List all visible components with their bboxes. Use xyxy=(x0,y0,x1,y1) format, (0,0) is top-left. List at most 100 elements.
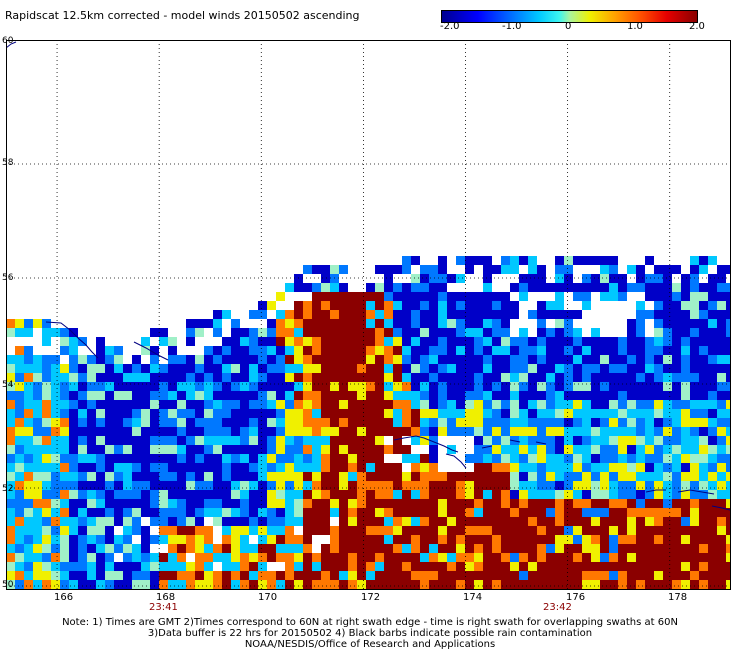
data-cell xyxy=(105,472,114,481)
data-cell xyxy=(708,580,717,589)
data-cell xyxy=(411,373,420,382)
data-cell xyxy=(384,391,393,400)
data-cell xyxy=(591,274,600,283)
data-cell xyxy=(105,508,114,517)
data-cell xyxy=(447,472,456,481)
data-cell xyxy=(582,283,591,292)
data-cell xyxy=(123,490,132,499)
data-cell xyxy=(501,517,510,526)
data-cell xyxy=(699,391,708,400)
data-cell xyxy=(42,535,51,544)
data-cell xyxy=(258,355,267,364)
data-cell xyxy=(294,499,303,508)
data-cell xyxy=(447,544,456,553)
data-cell xyxy=(204,364,213,373)
data-cell xyxy=(249,571,258,580)
data-cell xyxy=(438,418,447,427)
data-cell xyxy=(573,427,582,436)
colorbar-tick-label: 0 xyxy=(565,21,572,32)
data-cell xyxy=(51,427,60,436)
data-cell xyxy=(240,355,249,364)
data-cell xyxy=(96,355,105,364)
data-cell xyxy=(501,562,510,571)
data-cell xyxy=(222,409,231,418)
data-cell xyxy=(276,463,285,472)
data-cell xyxy=(699,427,708,436)
data-cell xyxy=(312,454,321,463)
data-cell xyxy=(267,418,276,427)
data-cell xyxy=(312,463,321,472)
data-cell xyxy=(681,499,690,508)
data-cell xyxy=(546,400,555,409)
lat-label-50: 50 xyxy=(2,580,14,590)
data-cell xyxy=(645,256,654,265)
data-cell xyxy=(222,535,231,544)
data-cell xyxy=(645,553,654,562)
data-cell xyxy=(618,409,627,418)
data-cell xyxy=(654,517,663,526)
data-cell xyxy=(150,373,159,382)
data-cell xyxy=(330,427,339,436)
data-cell xyxy=(294,310,303,319)
data-cell xyxy=(429,337,438,346)
data-cell xyxy=(258,409,267,418)
data-cell xyxy=(474,472,483,481)
data-cell xyxy=(681,490,690,499)
data-cell xyxy=(690,364,699,373)
data-cell xyxy=(672,418,681,427)
data-cell xyxy=(429,373,438,382)
data-cell xyxy=(123,418,132,427)
data-cell xyxy=(492,310,501,319)
data-cell xyxy=(96,337,105,346)
data-cell xyxy=(654,328,663,337)
data-cell xyxy=(231,526,240,535)
data-cell xyxy=(168,580,177,589)
data-cell xyxy=(447,427,456,436)
data-cell xyxy=(582,454,591,463)
data-cell xyxy=(222,391,231,400)
data-cell xyxy=(132,400,141,409)
data-cell xyxy=(393,553,402,562)
data-cell xyxy=(681,454,690,463)
data-cell xyxy=(546,526,555,535)
data-cell xyxy=(627,535,636,544)
data-cell xyxy=(69,490,78,499)
data-cell xyxy=(114,508,123,517)
data-cell xyxy=(420,382,429,391)
data-cell xyxy=(654,454,663,463)
data-cell xyxy=(654,427,663,436)
data-cell xyxy=(330,409,339,418)
data-cell xyxy=(582,427,591,436)
data-cell xyxy=(618,391,627,400)
data-cell xyxy=(393,508,402,517)
data-cell xyxy=(357,373,366,382)
data-cell xyxy=(294,328,303,337)
data-cell xyxy=(357,445,366,454)
data-cell xyxy=(627,526,636,535)
data-cell xyxy=(708,382,717,391)
data-cell xyxy=(348,571,357,580)
data-cell xyxy=(186,355,195,364)
data-cell xyxy=(366,490,375,499)
data-cell xyxy=(402,499,411,508)
data-cell xyxy=(294,283,303,292)
data-cell xyxy=(114,481,123,490)
data-cell xyxy=(375,535,384,544)
data-cell xyxy=(681,535,690,544)
data-cell xyxy=(618,283,627,292)
data-cell xyxy=(555,445,564,454)
data-cell xyxy=(429,526,438,535)
data-cell xyxy=(375,283,384,292)
data-cell xyxy=(708,463,717,472)
data-cell xyxy=(15,508,24,517)
data-cell xyxy=(546,463,555,472)
data-cell xyxy=(654,265,663,274)
data-cell xyxy=(618,526,627,535)
data-cell xyxy=(429,400,438,409)
data-cell xyxy=(528,409,537,418)
data-cell xyxy=(312,346,321,355)
data-cell xyxy=(321,283,330,292)
data-cell xyxy=(474,310,483,319)
data-cell xyxy=(600,337,609,346)
data-cell xyxy=(600,346,609,355)
